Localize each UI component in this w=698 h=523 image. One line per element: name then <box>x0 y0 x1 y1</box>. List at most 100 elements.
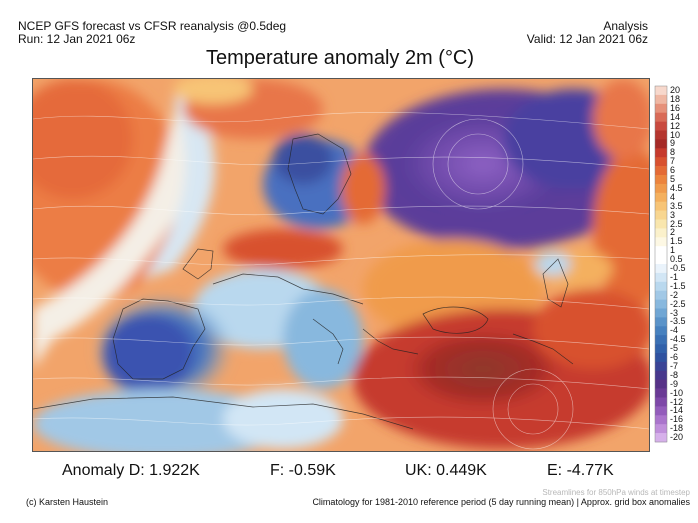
colorbar-label: 1.5 <box>670 236 683 247</box>
colorbar-swatch <box>655 317 667 327</box>
colorbar-label: 10 <box>670 129 681 140</box>
colorbar-label: 14 <box>670 111 681 122</box>
colorbar-swatch <box>655 299 667 309</box>
colorbar-swatch <box>655 183 667 194</box>
colorbar-label: -3.5 <box>670 316 686 327</box>
colorbar-swatch <box>655 388 667 398</box>
streamlines-note: Streamlines for 850hPa winds at timestep <box>542 488 690 497</box>
colorbar-label: -2.5 <box>670 298 686 309</box>
colorbar-label: 6 <box>670 165 676 176</box>
colorbar-label: 2.5 <box>670 218 683 229</box>
colorbar-swatch <box>655 361 667 372</box>
model-info: NCEP GFS forecast vs CFSR reanalysis @0.… <box>18 19 287 33</box>
colorbar-swatch <box>655 353 667 363</box>
colorbar-swatch <box>655 86 667 96</box>
colorbar-swatch <box>655 433 667 443</box>
analysis-label: Analysis <box>603 19 648 33</box>
colorbar-swatch <box>655 379 667 389</box>
colorbar-swatch <box>655 237 667 247</box>
colorbar-swatch <box>655 290 667 300</box>
colorbar-swatch <box>655 246 667 256</box>
colorbar-label: 7 <box>670 156 676 167</box>
anomaly-map[interactable] <box>32 78 650 452</box>
colorbar-swatch <box>655 201 667 211</box>
colorbar-swatch <box>655 424 667 434</box>
colorbar-label: 5 <box>670 174 676 184</box>
colorbar-label: 2 <box>670 227 676 238</box>
colorbar-swatch <box>655 370 667 380</box>
colorbar-label: 3 <box>670 209 676 220</box>
colorbar-label: -12 <box>670 396 684 407</box>
colorbar-label: -9 <box>670 378 679 389</box>
colorbar-label: -6 <box>670 352 679 362</box>
valid-time: Valid: 12 Jan 2021 06z <box>526 32 648 46</box>
colorbar-swatch <box>655 139 667 149</box>
colorbar-swatch <box>655 397 667 407</box>
colorbar-labels: 20 18 16 14 12 10 9 8 7 6 5 4.5 4 3.5 3 2.5 2 1.5 1 0.5 -0.5… <box>670 84 698 444</box>
colorbar-swatch <box>655 264 667 274</box>
colorbar-label: -20 <box>670 432 684 443</box>
colorbar-label: -7 <box>670 360 679 371</box>
colorbar-swatch <box>655 255 667 265</box>
colorbar-label: -4.5 <box>670 334 686 345</box>
colorbar-swatch <box>655 148 667 158</box>
coastlines <box>33 133 574 430</box>
colorbar-label: -3 <box>670 307 679 318</box>
colorbar-swatch <box>655 130 667 140</box>
colorbar-swatch <box>655 103 667 113</box>
stat-anomaly-d: Anomaly D: 1.922K <box>62 462 200 479</box>
map-canvas <box>33 79 649 451</box>
stat-e: E: -4.77K <box>547 462 614 479</box>
colorbar-label: 3.5 <box>670 200 683 211</box>
colorbar <box>654 85 668 443</box>
colorbar-swatch <box>655 121 667 131</box>
colorbar-label: 8 <box>670 147 676 158</box>
map-title: Temperature anomaly 2m (°C) <box>205 47 475 69</box>
header-left: NCEP GFS forecast vs CFSR reanalysis @0.… <box>18 20 286 46</box>
colorbar-label: 4.5 <box>670 182 683 193</box>
colorbar-label: 0.5 <box>670 254 683 265</box>
colorbar-swatch <box>655 406 667 416</box>
header-right: Analysis Valid: 12 Jan 2021 06z <box>527 20 648 46</box>
colorbar-label: -1 <box>670 271 679 282</box>
colorbar-label: 16 <box>670 102 681 113</box>
colorbar-label: -4 <box>670 325 679 336</box>
colorbar-label: 4 <box>670 191 676 202</box>
colorbar-label: -10 <box>670 387 684 398</box>
colorbar-swatch <box>655 335 667 345</box>
colorbar-label: -5 <box>670 343 679 354</box>
colorbar-label: 20 <box>670 85 681 95</box>
colorbar-label: -8 <box>670 369 679 380</box>
colorbar-label: 18 <box>670 93 681 104</box>
wind-streamlines <box>33 112 649 450</box>
colorbar-label: -0.5 <box>670 263 686 273</box>
colorbar-label: 9 <box>670 138 676 149</box>
anomaly-field <box>33 79 649 451</box>
colorbar-swatch <box>655 326 667 336</box>
colorbar-swatch <box>655 157 667 167</box>
colorbar-swatch <box>655 219 667 229</box>
colorbar-swatch <box>655 94 667 105</box>
colorbar-swatch <box>655 228 667 238</box>
colorbar-swatch <box>655 344 667 354</box>
colorbar-label: -18 <box>670 423 684 434</box>
colorbar-swatch <box>655 175 667 185</box>
colorbar-label: -1.5 <box>670 280 686 291</box>
colorbar-gradient <box>654 85 668 443</box>
colorbar-label: -2 <box>670 289 679 300</box>
credit: (c) Karsten Haustein <box>26 497 109 507</box>
climatology-note: Climatology for 1981-2010 reference peri… <box>312 497 690 507</box>
stat-uk: UK: 0.449K <box>405 462 487 479</box>
stat-f: F: -0.59K <box>270 462 336 479</box>
colorbar-swatch <box>655 308 667 318</box>
colorbar-swatch <box>655 192 667 202</box>
colorbar-swatch <box>655 415 667 425</box>
colorbar-swatch <box>655 166 667 176</box>
colorbar-label: 1 <box>670 245 676 256</box>
colorbar-swatch <box>655 272 667 283</box>
colorbar-swatch <box>655 281 667 291</box>
colorbar-label: 12 <box>670 120 681 131</box>
colorbar-label: -14 <box>670 405 684 416</box>
colorbar-swatch <box>655 210 667 220</box>
colorbar-swatch <box>655 112 667 122</box>
